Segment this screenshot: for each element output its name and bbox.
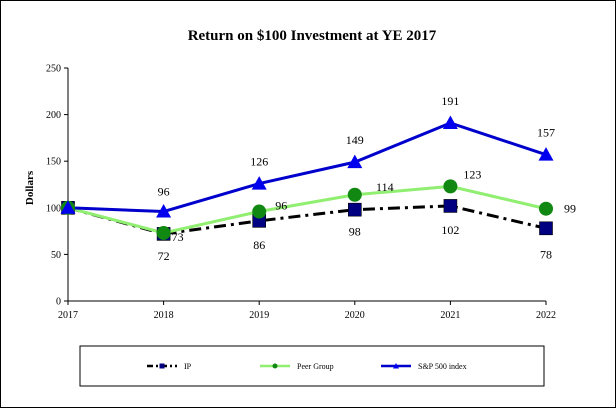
- marker-ip: [443, 199, 458, 213]
- series-layer: [60, 115, 554, 241]
- y-tick-label: 50: [51, 250, 61, 261]
- data-label-ip: 102: [441, 223, 459, 237]
- legend: IP Peer Group S&P 500 index: [147, 362, 467, 371]
- y-axis-label: Dollars: [24, 170, 36, 205]
- data-label-ip: 72: [158, 249, 170, 263]
- y-tick-label: 150: [46, 157, 61, 168]
- marker-ip: [347, 202, 362, 217]
- x-tick-label: 2022: [536, 310, 556, 321]
- legend-label-peer-group: Peer Group: [297, 362, 334, 371]
- y-tick-label: 250: [46, 64, 61, 75]
- series-line-peer-group: [67, 184, 547, 235]
- series-line-s-p-500-index: [67, 121, 547, 214]
- data-label-s-p-500-index: 157: [537, 126, 555, 140]
- data-labels: 72 86 98 102 78 73 96 114 123 99 96 126 149 191 157: [158, 94, 576, 263]
- legend-label-s-p-500-index: S&P 500 index: [418, 362, 467, 371]
- data-label-ip: 78: [540, 247, 552, 261]
- marker-s-p-500-index: [538, 147, 554, 161]
- data-label-peer-group: 96: [275, 199, 287, 213]
- y-tick-label: 200: [46, 110, 61, 121]
- marker-s-p-500-index: [442, 115, 458, 129]
- marker-s-p-500-index: [156, 204, 172, 218]
- marker-peer-group: [443, 179, 458, 194]
- chart-title: Return on $100 Investment at YE 2017: [188, 28, 437, 44]
- data-label-s-p-500-index: 191: [441, 94, 459, 108]
- data-label-s-p-500-index: 96: [158, 185, 170, 199]
- data-label-peer-group: 99: [564, 202, 576, 216]
- data-label-s-p-500-index: 149: [346, 133, 364, 147]
- legend-label-ip: IP: [184, 362, 192, 371]
- legend-marker-ip: [159, 363, 165, 369]
- data-label-peer-group: 73: [172, 230, 184, 244]
- data-label-peer-group: 123: [463, 167, 481, 181]
- data-label-s-p-500-index: 126: [250, 155, 268, 169]
- x-tick-label: 2020: [345, 310, 365, 321]
- legend-marker-s-p-500-index: [393, 363, 399, 369]
- marker-peer-group: [347, 187, 362, 202]
- marker-s-p-500-index: [251, 176, 267, 190]
- x-tick-label: 2017: [58, 310, 78, 321]
- x-tick-label: 2021: [440, 310, 460, 321]
- x-tick-label: 2019: [249, 310, 269, 321]
- legend-marker-peer-group: [272, 363, 278, 369]
- axes: 0 50 100 150 200 250 2017 2018 2019 2020 2021 2022: [46, 64, 556, 322]
- marker-peer-group: [539, 201, 553, 216]
- data-label-peer-group: 114: [376, 180, 394, 194]
- marker-peer-group: [252, 204, 267, 219]
- y-tick-label: 100: [46, 203, 61, 214]
- data-label-ip: 86: [253, 238, 265, 252]
- marker-s-p-500-index: [347, 154, 363, 169]
- marker-peer-group: [156, 225, 171, 240]
- marker-ip: [539, 221, 553, 236]
- x-tick-label: 2018: [154, 310, 174, 321]
- y-tick-label: 0: [56, 297, 61, 308]
- data-label-ip: 98: [349, 225, 361, 239]
- marker-s-p-500-index: [60, 200, 76, 214]
